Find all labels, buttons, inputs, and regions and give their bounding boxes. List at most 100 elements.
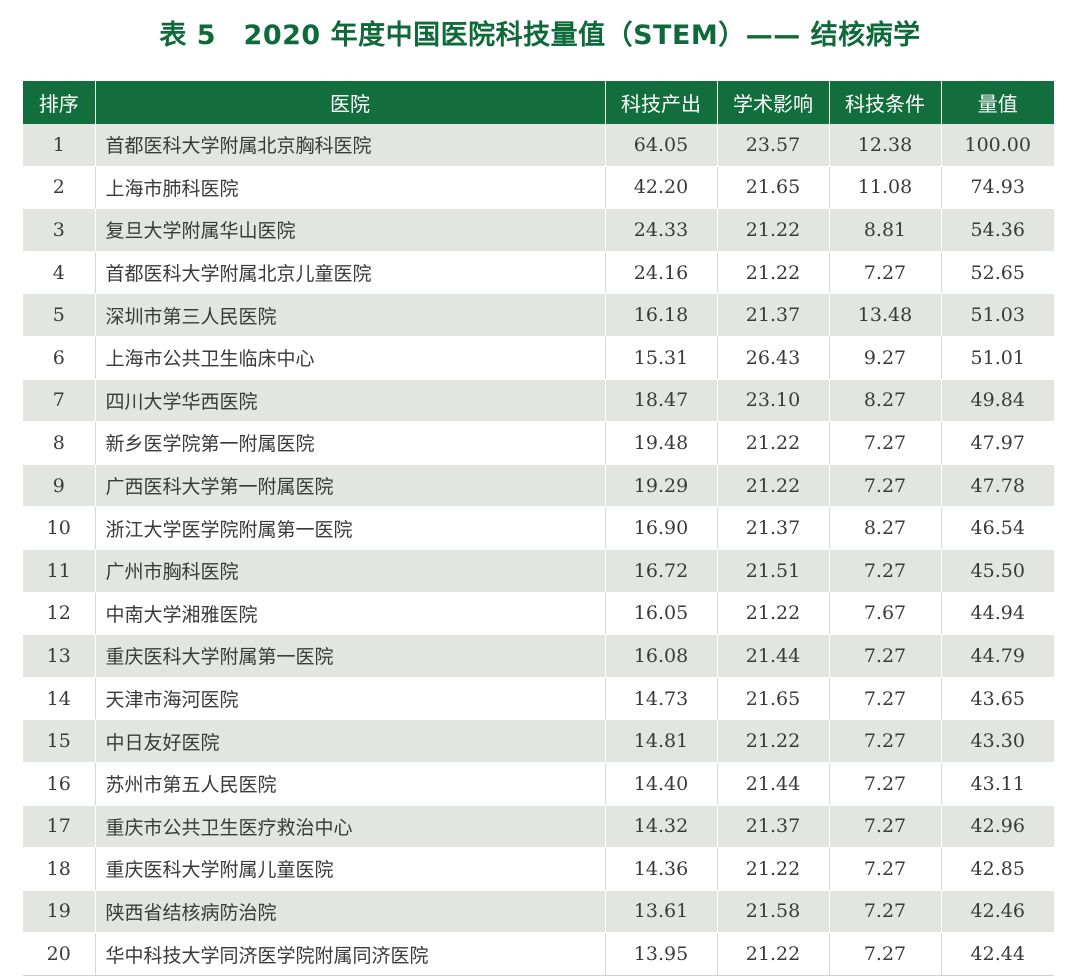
header-condition: 科技条件: [829, 81, 942, 124]
table-row: 15 中日友好医院 14.81 21.22 7.27 43.30: [23, 719, 1054, 763]
rank-cell: 19: [23, 890, 96, 934]
header-output: 科技产出: [605, 81, 718, 124]
impact-cell: 23.10: [717, 379, 830, 423]
output-cell: 13.61: [605, 890, 718, 934]
table-row: 11 广州市胸科医院 16.72 21.51 7.27 45.50: [23, 549, 1054, 593]
impact-cell: 21.22: [717, 932, 830, 976]
output-cell: 13.95: [605, 932, 718, 976]
hospital-cell: 深圳市第三人民医院: [95, 293, 606, 337]
condition-cell: 8.27: [829, 506, 942, 550]
rank-cell: 5: [23, 293, 96, 337]
output-cell: 14.81: [605, 719, 718, 763]
hospital-cell: 首都医科大学附属北京儿童医院: [95, 251, 606, 295]
rank-cell: 13: [23, 634, 96, 678]
condition-cell: 9.27: [829, 336, 942, 380]
header-row: 排序 医院 科技产出 学术影响 科技条件 量值: [23, 81, 1054, 124]
value-cell: 44.79: [941, 634, 1054, 678]
table-row: 14 天津市海河医院 14.73 21.65 7.27 43.65: [23, 677, 1054, 721]
impact-cell: 21.65: [717, 166, 830, 210]
table-row: 12 中南大学湘雅医院 16.05 21.22 7.67 44.94: [23, 592, 1054, 636]
output-cell: 16.05: [605, 592, 718, 636]
value-cell: 54.36: [941, 208, 1054, 252]
condition-cell: 12.38: [829, 124, 942, 167]
output-cell: 16.08: [605, 634, 718, 678]
value-cell: 47.97: [941, 421, 1054, 465]
rank-cell: 8: [23, 421, 96, 465]
output-cell: 14.32: [605, 805, 718, 849]
hospital-cell: 天津市海河医院: [95, 677, 606, 721]
output-cell: 16.90: [605, 506, 718, 550]
table-row: 19 陕西省结核病防治院 13.61 21.58 7.27 42.46: [23, 890, 1054, 934]
condition-cell: 7.27: [829, 251, 942, 295]
rank-cell: 14: [23, 677, 96, 721]
impact-cell: 21.51: [717, 549, 830, 593]
table-row: 2 上海市肺科医院 42.20 21.65 11.08 74.93: [23, 166, 1054, 210]
table-row: 17 重庆市公共卫生医疗救治中心 14.32 21.37 7.27 42.96: [23, 805, 1054, 849]
rank-cell: 15: [23, 719, 96, 763]
table-row: 5 深圳市第三人民医院 16.18 21.37 13.48 51.03: [23, 293, 1054, 337]
hospital-cell: 首都医科大学附属北京胸科医院: [95, 124, 606, 167]
condition-cell: 13.48: [829, 293, 942, 337]
output-cell: 14.36: [605, 847, 718, 891]
rank-cell: 2: [23, 166, 96, 210]
value-cell: 52.65: [941, 251, 1054, 295]
impact-cell: 21.65: [717, 677, 830, 721]
table-row: 3 复旦大学附属华山医院 24.33 21.22 8.81 54.36: [23, 208, 1054, 252]
output-cell: 19.48: [605, 421, 718, 465]
hospital-cell: 苏州市第五人民医院: [95, 762, 606, 806]
value-cell: 100.00: [941, 124, 1054, 167]
hospital-cell: 浙江大学医学院附属第一医院: [95, 506, 606, 550]
value-cell: 43.30: [941, 719, 1054, 763]
header-hospital: 医院: [95, 81, 606, 124]
output-cell: 16.72: [605, 549, 718, 593]
impact-cell: 21.44: [717, 634, 830, 678]
impact-cell: 21.44: [717, 762, 830, 806]
hospital-cell: 广西医科大学第一附属医院: [95, 464, 606, 508]
value-cell: 51.01: [941, 336, 1054, 380]
table-row: 13 重庆医科大学附属第一医院 16.08 21.44 7.27 44.79: [23, 634, 1054, 678]
table-row: 1 首都医科大学附属北京胸科医院 64.05 23.57 12.38 100.00: [23, 124, 1054, 167]
condition-cell: 11.08: [829, 166, 942, 210]
impact-cell: 21.37: [717, 805, 830, 849]
table-title: 表 5 2020 年度中国医院科技量值（STEM）—— 结核病学: [159, 20, 921, 51]
rank-cell: 7: [23, 379, 96, 423]
output-cell: 14.40: [605, 762, 718, 806]
hospital-cell: 陕西省结核病防治院: [95, 890, 606, 934]
ranking-table: 排序 医院 科技产出 学术影响 科技条件 量值 1 首都医科大学附属北京胸科医院 6…: [23, 81, 1054, 976]
hospital-cell: 广州市胸科医院: [95, 549, 606, 593]
output-cell: 42.20: [605, 166, 718, 210]
hospital-cell: 上海市肺科医院: [95, 166, 606, 210]
output-cell: 19.29: [605, 464, 718, 508]
rank-cell: 11: [23, 549, 96, 593]
impact-cell: 21.22: [717, 421, 830, 465]
table-row: 18 重庆医科大学附属儿童医院 14.36 21.22 7.27 42.85: [23, 847, 1054, 891]
output-cell: 24.16: [605, 251, 718, 295]
rank-cell: 10: [23, 506, 96, 550]
rank-cell: 9: [23, 464, 96, 508]
impact-cell: 21.22: [717, 208, 830, 252]
value-cell: 49.84: [941, 379, 1054, 423]
value-cell: 43.11: [941, 762, 1054, 806]
rank-cell: 16: [23, 762, 96, 806]
output-cell: 64.05: [605, 124, 718, 167]
impact-cell: 21.22: [717, 592, 830, 636]
condition-cell: 7.27: [829, 719, 942, 763]
condition-cell: 8.81: [829, 208, 942, 252]
impact-cell: 21.22: [717, 464, 830, 508]
rank-cell: 4: [23, 251, 96, 295]
value-cell: 44.94: [941, 592, 1054, 636]
output-cell: 18.47: [605, 379, 718, 423]
hospital-cell: 四川大学华西医院: [95, 379, 606, 423]
value-cell: 42.44: [941, 932, 1054, 976]
rank-cell: 18: [23, 847, 96, 891]
condition-cell: 7.27: [829, 805, 942, 849]
table-row: 8 新乡医学院第一附属医院 19.48 21.22 7.27 47.97: [23, 421, 1054, 465]
value-cell: 46.54: [941, 506, 1054, 550]
hospital-cell: 新乡医学院第一附属医院: [95, 421, 606, 465]
value-cell: 42.96: [941, 805, 1054, 849]
table-row: 7 四川大学华西医院 18.47 23.10 8.27 49.84: [23, 379, 1054, 423]
table-row: 6 上海市公共卫生临床中心 15.31 26.43 9.27 51.01: [23, 336, 1054, 380]
hospital-cell: 上海市公共卫生临床中心: [95, 336, 606, 380]
table-row: 9 广西医科大学第一附属医院 19.29 21.22 7.27 47.78: [23, 464, 1054, 508]
condition-cell: 7.27: [829, 634, 942, 678]
